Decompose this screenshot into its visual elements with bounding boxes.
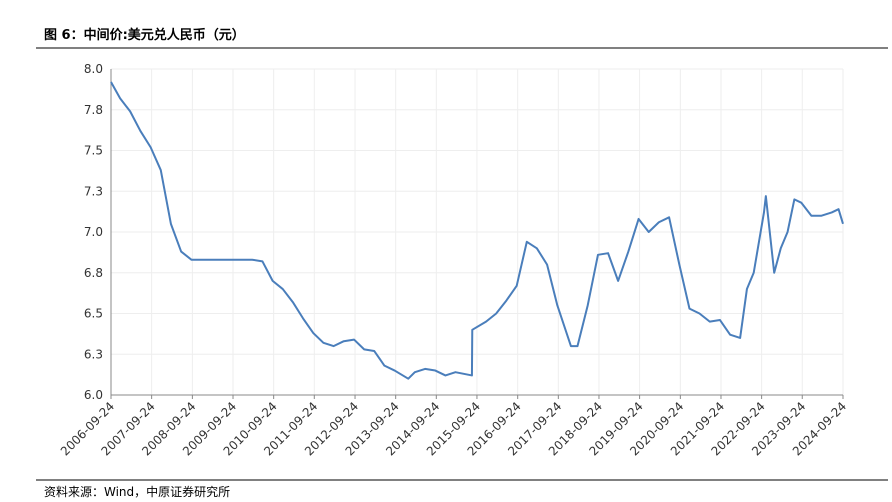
source: 资料来源：Wind，中原证券研究所: [44, 484, 230, 499]
y-tick-label: 7.0: [84, 225, 103, 239]
y-tick-label: 7.8: [84, 103, 103, 117]
y-tick-label: 6.3: [84, 347, 103, 361]
chart-title: 图 6：中间价:美元兑人民币（元）: [44, 27, 245, 43]
y-tick-label: 6.5: [84, 307, 103, 321]
y-tick-label: 7.5: [84, 144, 103, 158]
line-series: [110, 81, 844, 380]
y-tick-label: 6.8: [84, 266, 103, 280]
y-tick-label: 6.0: [84, 388, 103, 402]
y-tick-label: 8.0: [84, 62, 103, 76]
y-tick-label: 7.3: [84, 184, 103, 198]
